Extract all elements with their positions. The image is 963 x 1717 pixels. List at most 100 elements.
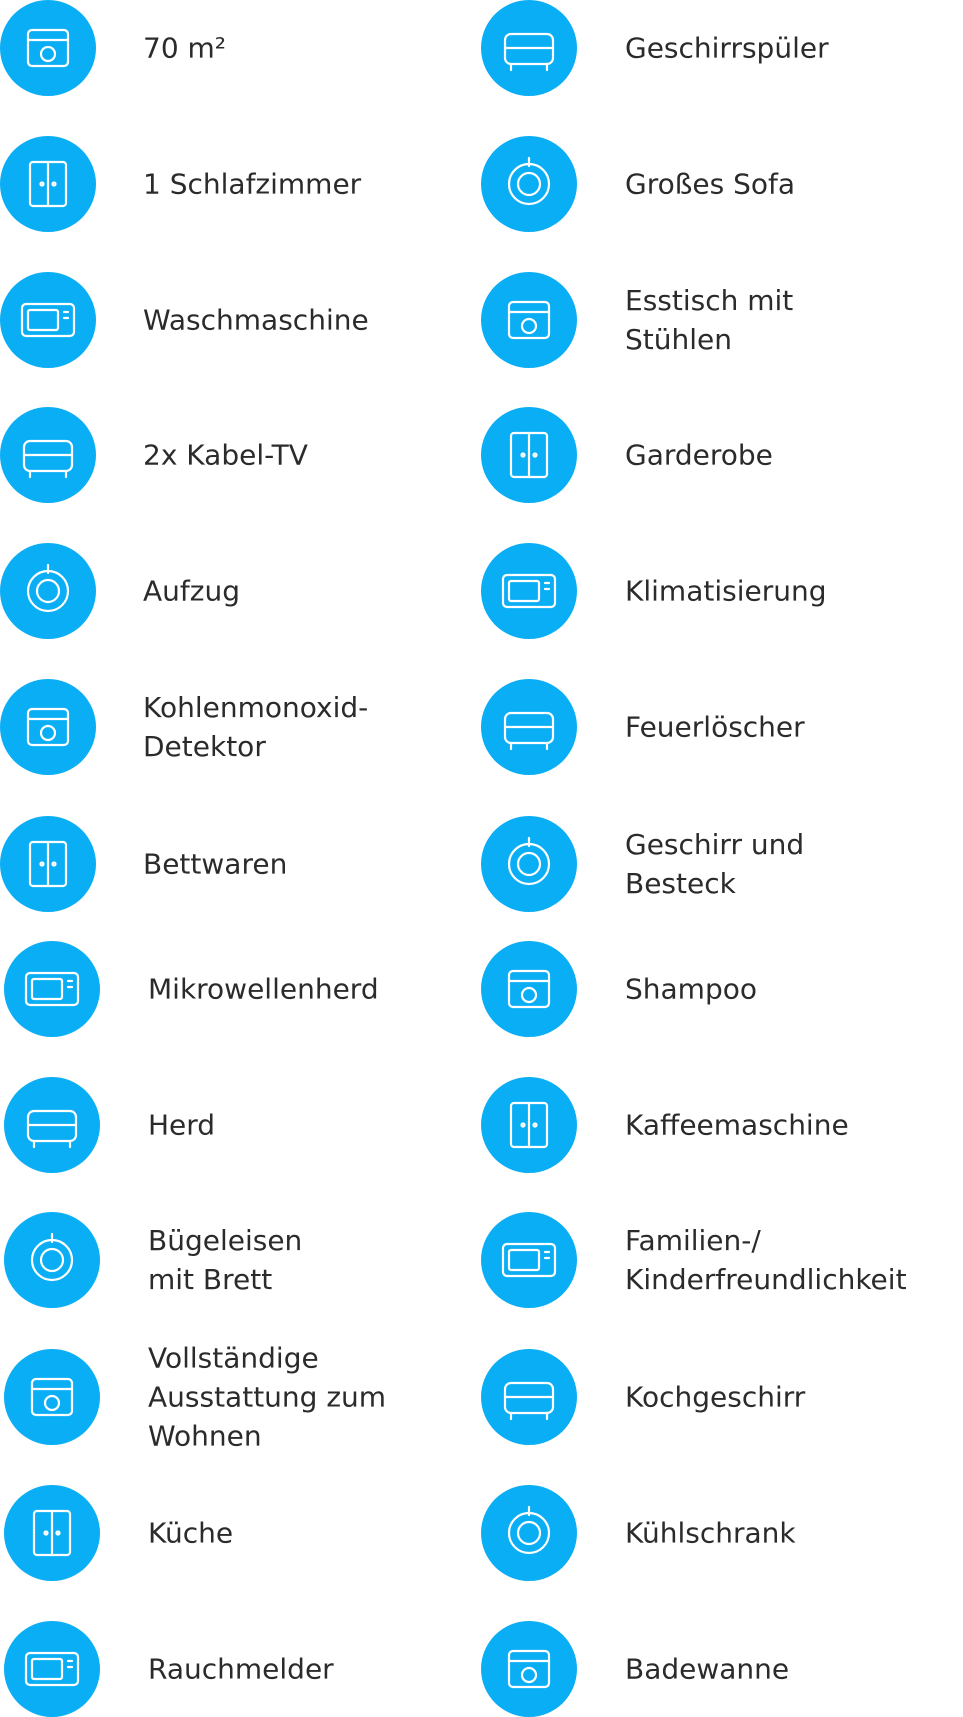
amenity-label: Aufzug	[143, 572, 240, 611]
amenity-icon	[481, 272, 577, 368]
amenity-icon	[0, 272, 96, 368]
amenity-label: Kochgeschirr	[625, 1378, 805, 1417]
amenity: 1 Schlafzimmer	[0, 136, 963, 232]
amenity-label-line: 2x Kabel-TV	[143, 438, 308, 472]
amenity-label: Kaffeemaschine	[625, 1106, 849, 1145]
amenity-icon	[4, 1621, 100, 1717]
amenity-label-line: Rauchmelder	[148, 1652, 334, 1686]
amenity-label-line: Detektor	[143, 730, 266, 763]
amenity-label: Rauchmelder	[148, 1650, 334, 1689]
amenity: 2x Kabel-TV	[0, 407, 963, 503]
amenity-label: Vollständige Ausstattung zum Wohnen	[148, 1339, 386, 1456]
amenity-label: Geschirr und Besteck	[625, 825, 804, 903]
amenity-label-line: Stühlen	[625, 323, 732, 356]
amenity-label-line: Aufzug	[143, 574, 240, 608]
amenity: Familien-/ Kinderfreundlichkeit	[0, 1212, 963, 1308]
amenity-label-line: mit Brett	[148, 1263, 273, 1296]
amenity-label: 2x Kabel-TV	[143, 436, 308, 475]
amenity: Herd	[0, 1077, 963, 1173]
amenity-icon	[0, 407, 96, 503]
amenity: Geschirrspüler	[0, 0, 963, 96]
amenity-label: Herd	[148, 1106, 215, 1145]
amenity-icon	[481, 941, 577, 1037]
amenity-label-line: Kühlschrank	[625, 1516, 796, 1550]
amenity-label-line: Geschirrspüler	[625, 31, 829, 65]
amenity-label-line: Familien-/	[625, 1224, 761, 1257]
amenity: Badewanne	[0, 1621, 963, 1717]
amenity-label-line: Garderobe	[625, 438, 773, 472]
amenity-label-line: Kohlenmonoxid-	[143, 691, 369, 724]
amenity: Bettwaren	[0, 816, 963, 912]
amenity: Küche	[0, 1485, 963, 1581]
amenity-icon	[481, 679, 577, 775]
amenity-label-line: Bettwaren	[143, 847, 288, 881]
amenity-icon	[4, 1077, 100, 1173]
amenity-label-line: Badewanne	[625, 1652, 790, 1686]
amenity-icon	[481, 1621, 577, 1717]
amenity: Feuerlöscher	[0, 679, 963, 775]
amenity-label-line: Herd	[148, 1108, 216, 1142]
amenity: Klimatisierung	[0, 543, 963, 639]
amenity-label-line: Geschirr und	[625, 828, 805, 861]
amenity: Kaffeemaschine	[0, 1077, 963, 1173]
amenity-label: Mikrowellenherd	[148, 970, 379, 1009]
amenity-icon	[481, 1212, 577, 1308]
amenity: Kühlschrank	[0, 1485, 963, 1581]
amenity-label: 70 m²	[143, 29, 226, 68]
amenity-icon	[4, 1485, 100, 1581]
amenity-label: Badewanne	[625, 1650, 789, 1689]
amenity-label-line: Besteck	[625, 867, 736, 900]
amenity-label-line: Kaffeemaschine	[625, 1108, 849, 1142]
amenity: 70 m²	[0, 0, 963, 96]
amenity-icon	[481, 136, 577, 232]
amenity-icon	[0, 0, 96, 96]
amenity-label-line: Feuerlöscher	[625, 710, 805, 744]
amenity-icon	[481, 543, 577, 639]
amenity-label: Großes Sofa	[625, 165, 795, 204]
amenity-label: Kohlenmonoxid- Detektor	[143, 688, 368, 766]
amenity-label-line: Vollständige	[148, 1341, 319, 1375]
amenity: Kohlenmonoxid- Detektor	[0, 679, 963, 775]
amenity-label: Esstisch mit Stühlen	[625, 281, 793, 359]
amenity-label-line: Ausstattung zum	[148, 1380, 387, 1414]
amenity-icon	[4, 941, 100, 1037]
amenity-label: Kühlschrank	[625, 1514, 796, 1553]
amenity-icon	[4, 1212, 100, 1308]
amenity-label: Bettwaren	[143, 845, 287, 884]
amenity-label-line: Waschmaschine	[143, 303, 369, 337]
amenity-icon	[481, 1077, 577, 1173]
amenity-icon	[0, 679, 96, 775]
amenity-label: Klimatisierung	[625, 572, 826, 611]
amenity-icon	[4, 1349, 100, 1445]
amenity-label-line: Kinderfreundlichkeit	[625, 1263, 907, 1296]
amenity-icon	[481, 0, 577, 96]
amenity: Bügeleisen mit Brett	[0, 1212, 963, 1308]
amenity-label: Garderobe	[625, 436, 773, 475]
amenity-icon	[0, 136, 96, 232]
amenity: Waschmaschine	[0, 272, 963, 368]
amenity: Großes Sofa	[0, 136, 963, 232]
amenity: Shampoo	[0, 941, 963, 1037]
amenity-label-line: Bügeleisen	[148, 1224, 303, 1257]
amenity-icon	[481, 1349, 577, 1445]
amenity-label: Feuerlöscher	[625, 708, 805, 747]
amenity-label: Geschirrspüler	[625, 29, 829, 68]
amenity: Mikrowellenherd	[0, 941, 963, 1037]
amenity-label: Familien-/ Kinderfreundlichkeit	[625, 1221, 907, 1299]
amenity-icon	[481, 407, 577, 503]
amenity-label-line: Wohnen	[148, 1419, 262, 1453]
amenity-label-line: Esstisch mit	[625, 284, 794, 317]
amenity: Rauchmelder	[0, 1621, 963, 1717]
amenity: Aufzug	[0, 543, 963, 639]
amenity-icon	[0, 543, 96, 639]
amenity: Vollständige Ausstattung zum Wohnen	[0, 1342, 963, 1453]
amenity-label-line: 70 m²	[143, 31, 227, 65]
amenity-label: 1 Schlafzimmer	[143, 165, 361, 204]
amenity-label-line: Großes Sofa	[625, 167, 795, 201]
amenity-icon	[0, 816, 96, 912]
amenity-label-line: Kochgeschirr	[625, 1380, 806, 1414]
amenity: Geschirr und Besteck	[0, 816, 963, 912]
amenity: Esstisch mit Stühlen	[0, 272, 963, 368]
amenity-label: Küche	[148, 1514, 233, 1553]
